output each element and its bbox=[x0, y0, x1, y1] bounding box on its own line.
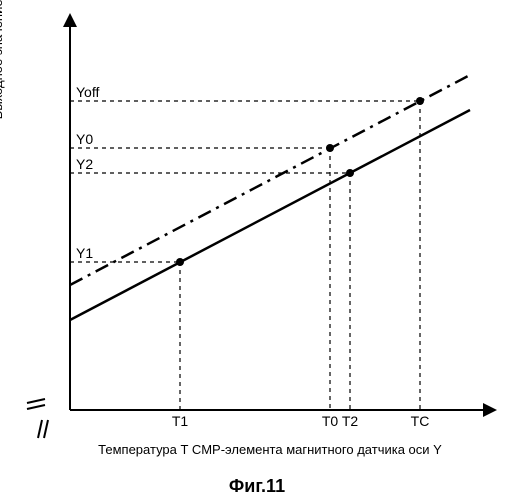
figure-caption: Фиг.11 bbox=[0, 476, 514, 497]
y-axis-label: Выходное значение Vyout магнитного датчи… bbox=[0, 0, 22, 120]
svg-text:Y2: Y2 bbox=[76, 156, 93, 172]
svg-text:Y0: Y0 bbox=[76, 131, 93, 147]
svg-text:T0: T0 bbox=[322, 413, 339, 429]
x-axis-break bbox=[36, 418, 66, 440]
svg-text:Yoff: Yoff bbox=[76, 84, 99, 100]
chart-plot: T1 T0T2 TC Y1 Y2 Y0 Yoff bbox=[30, 10, 500, 430]
figure-root: T1 T0T2 TC Y1 Y2 Y0 Yoff Выходное значение Vyo… bbox=[0, 0, 514, 500]
svg-text:T2: T2 bbox=[342, 413, 359, 429]
svg-text:T1: T1 bbox=[172, 413, 189, 429]
svg-text:TC: TC bbox=[411, 413, 430, 429]
x-axis-label: Температура T CMP-элемента магнитного да… bbox=[80, 442, 460, 458]
svg-text:Y1: Y1 bbox=[76, 245, 93, 261]
